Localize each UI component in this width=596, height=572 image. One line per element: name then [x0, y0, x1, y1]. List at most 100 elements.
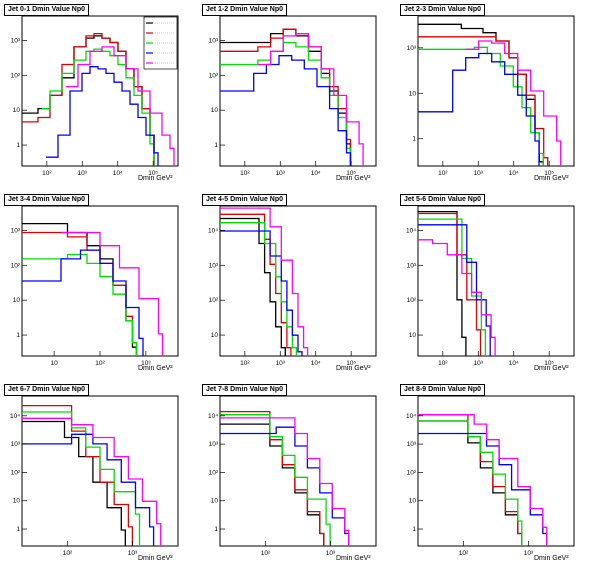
chart-svg: 10² 10³ 10⁴ 10⁵ 10 10² 10³ 10⁴	[208, 205, 377, 367]
series-line-1	[418, 420, 523, 546]
y-tick-label: 10⁴	[406, 413, 416, 420]
series-line-5	[220, 207, 309, 356]
y-tick-label: 10	[211, 498, 219, 505]
series-line-3	[220, 414, 331, 546]
plot-frame	[21, 15, 179, 167]
x-tick-label: 10³	[276, 170, 286, 177]
plot-frame	[219, 205, 377, 357]
x-tick-label: 10⁴	[113, 170, 123, 177]
series-line-2	[418, 212, 482, 356]
series-line-2	[22, 32, 155, 166]
x-tick-label: 10³	[141, 360, 151, 367]
series-line-1	[22, 420, 126, 546]
y-tick-label: 10²	[209, 72, 219, 79]
y-tick-label: 10³	[11, 37, 21, 44]
x-tick-label: 10³	[326, 550, 336, 557]
panel-title: Jet 1-2 Dmin Value Np0	[202, 4, 288, 16]
x-tick-label: 10²	[95, 360, 105, 367]
plot-frame	[417, 205, 575, 357]
chart-panel-6: 10² 10³ 10⁴ 10⁵ 10 10² 10³ 10⁴ Jet 5-6 Dmin Valu…	[396, 190, 594, 380]
y-tick-label: 1	[16, 526, 20, 533]
x-tick-label: 10³	[474, 170, 484, 177]
series-line-2	[220, 410, 325, 546]
series-line-1	[418, 210, 467, 356]
x-tick-label: 10⁴	[509, 170, 519, 177]
chart-svg: 10 10² 10³ 1 10 10² 10³	[11, 205, 179, 367]
series-line-3	[22, 253, 138, 356]
series-line-4	[220, 55, 352, 166]
x-tick-label: 10²	[240, 360, 250, 367]
x-tick-label: 10⁵	[544, 170, 554, 177]
series-line-4	[220, 230, 303, 356]
y-tick-label: 10⁴	[406, 227, 416, 234]
x-tick-label: 10³	[474, 360, 484, 367]
x-axis-label: Dmin GeV²	[534, 555, 569, 562]
plot-frame	[417, 15, 575, 167]
chart-svg: 10² 10³ 10⁴ 10⁵ 10 10² 10³ 10⁴	[406, 205, 575, 367]
chart-svg: 10² 10³ 1 10 10² 10³ 10⁴	[208, 395, 377, 557]
series-line-5	[22, 417, 162, 546]
y-tick-label: 10	[211, 332, 219, 339]
panel-title: Jet 8-9 Dmin Value Np0	[400, 384, 486, 396]
y-tick-label: 1	[16, 142, 20, 149]
y-tick-label: 10²	[11, 469, 21, 476]
x-tick-label: 10⁵	[346, 360, 356, 367]
chart-svg: 10² 10³ 10⁴ 10⁵ 1 10 10² 10³	[209, 15, 377, 177]
panel-title: Jet 6-7 Dmin Value Np0	[4, 384, 90, 396]
series-line-5	[418, 414, 548, 546]
series-line-5	[465, 40, 562, 166]
series-line-4	[22, 249, 144, 356]
series-line-4	[418, 52, 540, 166]
y-tick-label: 10	[409, 498, 417, 505]
y-tick-label: 1	[214, 526, 218, 533]
plot-frame	[21, 395, 179, 547]
chart-svg: 10² 10³ 10⁴ 10⁵ 1 10 10³	[407, 15, 575, 177]
y-tick-label: 10²	[11, 72, 21, 79]
x-tick-label: 10⁴	[311, 360, 321, 367]
series-line-2	[220, 213, 292, 356]
x-axis-label: Dmin GeV²	[534, 175, 569, 182]
series-line-5	[418, 239, 496, 356]
y-tick-label: 1	[16, 332, 20, 339]
x-axis-label: Dmin GeV²	[138, 175, 173, 182]
series-line-1	[220, 423, 325, 546]
x-tick-label: 10²	[438, 360, 448, 367]
y-tick-label: 10²	[407, 469, 417, 476]
panel-title: Jet 5-6 Dmin Value Np0	[400, 194, 486, 206]
chart-panel-3: 10² 10³ 10⁴ 10⁵ 1 10 10³ Jet 2-3 Dmin Value Np0…	[396, 0, 594, 190]
y-tick-label: 10⁴	[208, 413, 218, 420]
chart-svg: 10² 10³ 10⁴ 10⁵ 1 10 10² 10³	[11, 15, 179, 177]
series-line-4	[46, 66, 159, 166]
chart-panel-4: 10 10² 10³ 1 10 10² 10³ Jet 3-4 Dmin Value Np0 D…	[0, 190, 198, 380]
x-axis-label: Dmin GeV²	[534, 365, 569, 372]
x-axis-label: Dmin GeV²	[336, 175, 371, 182]
y-tick-label: 1	[412, 526, 416, 533]
y-tick-label: 10	[409, 332, 417, 339]
x-tick-label: 10²	[63, 550, 73, 557]
series-line-2	[220, 28, 352, 166]
series-line-4	[418, 224, 491, 356]
y-tick-label: 10	[211, 107, 219, 114]
plot-frame	[417, 395, 575, 547]
series-line-3	[220, 222, 298, 356]
y-tick-label: 10	[13, 498, 21, 505]
series-line-3	[418, 46, 544, 166]
y-tick-label: 10³	[209, 441, 219, 448]
series-line-5	[220, 417, 350, 546]
panel-title: Jet 2-3 Dmin Value Np0	[400, 4, 486, 16]
y-tick-label: 10³	[209, 262, 219, 269]
series-line-4	[418, 432, 548, 546]
series-line-1	[220, 28, 352, 166]
x-tick-label: 10⁴	[311, 170, 321, 177]
chart-panel-7: 10² 10³ 1 10 10² 10³ 10⁴ Jet 6-7 Dmin Value Np0…	[0, 380, 198, 570]
chart-panel-5: 10² 10³ 10⁴ 10⁵ 10 10² 10³ 10⁴ Jet 4-5 Dmin Valu…	[198, 190, 396, 380]
series-line-1	[22, 35, 155, 166]
panel-title: Jet 4-5 Dmin Value Np0	[202, 194, 288, 206]
x-axis-label: Dmin GeV²	[336, 555, 371, 562]
plot-frame	[219, 395, 377, 547]
x-axis-label: Dmin GeV²	[138, 365, 173, 372]
series-line-5	[257, 32, 364, 166]
y-tick-label: 10	[13, 297, 21, 304]
chart-svg: 10² 10³ 1 10 10² 10³ 10⁴	[10, 395, 179, 557]
